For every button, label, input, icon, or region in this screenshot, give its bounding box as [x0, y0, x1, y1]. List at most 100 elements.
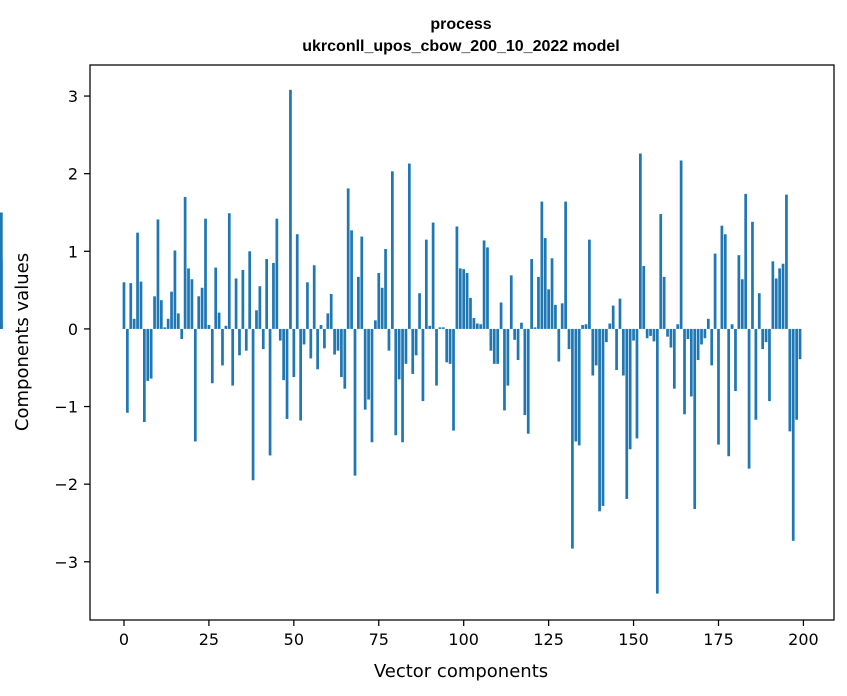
- bar-92: [435, 328, 438, 386]
- bar-122: [537, 276, 540, 329]
- bar-12: [163, 327, 167, 329]
- x-tick-label-150: 150: [618, 630, 649, 649]
- bar-118: [523, 328, 527, 416]
- bar-17: [180, 328, 184, 340]
- bar-194: [781, 263, 785, 329]
- bar-25: [207, 325, 211, 329]
- bar-72: [367, 328, 370, 400]
- bar-134: [577, 328, 581, 446]
- bars-group: [0, 89, 802, 594]
- bar-undefined: [0, 212, 3, 329]
- bar-191: [771, 261, 775, 329]
- y-tick-label--2: −2: [54, 475, 78, 494]
- bar-73: [370, 328, 374, 443]
- bar-140: [598, 328, 601, 512]
- bar-38: [251, 328, 255, 481]
- bar-58: [319, 325, 323, 329]
- bar-80: [394, 328, 398, 436]
- bar-26: [210, 328, 214, 384]
- bar-187: [757, 293, 761, 329]
- bar-160: [666, 328, 669, 337]
- bar-170: [700, 328, 703, 345]
- bar-59: [323, 328, 326, 349]
- bar-101: [465, 273, 469, 329]
- bar-132: [571, 328, 574, 549]
- bar-188: [761, 328, 765, 350]
- bar-171: [703, 328, 707, 339]
- bar-41: [261, 328, 265, 350]
- y-tick-label-1: 1: [68, 242, 78, 261]
- bar-154: [645, 328, 649, 339]
- bar-44: [272, 262, 275, 329]
- bar-136: [584, 324, 588, 329]
- bar-5: [139, 281, 143, 329]
- bar-68: [353, 328, 357, 476]
- y-tick-label--3: −3: [54, 553, 78, 572]
- bar-183: [744, 193, 748, 329]
- bar-46: [278, 328, 282, 341]
- bar-1: [126, 328, 129, 413]
- bar-39: [255, 310, 258, 329]
- bar-45: [275, 218, 279, 329]
- bar-15: [173, 250, 177, 329]
- bar-169: [696, 328, 700, 360]
- bar-76: [380, 287, 384, 329]
- bar-197: [791, 328, 795, 541]
- bar-62: [333, 328, 336, 355]
- bar-155: [649, 328, 652, 336]
- bar-186: [754, 328, 758, 420]
- x-axis-ticks: 0 25 50 75 100 125 150 175 200: [119, 620, 819, 649]
- bar-61: [329, 293, 333, 329]
- bar-126: [550, 258, 554, 329]
- x-tick-label-25: 25: [199, 630, 219, 649]
- bar-6: [143, 328, 146, 423]
- bar-146: [618, 298, 622, 329]
- chart-title-line2: ukrconll_upos_cbow_200_10_2022 model: [302, 38, 619, 55]
- y-axis-label: Components values: [12, 253, 33, 431]
- bar-95: [445, 328, 449, 363]
- bar-178: [727, 328, 731, 457]
- bar-79: [391, 171, 394, 329]
- bar-181: [737, 255, 741, 329]
- bar-104: [475, 323, 479, 329]
- bar-99: [458, 268, 462, 329]
- bar-163: [676, 324, 680, 329]
- bar-106: [482, 240, 486, 329]
- bar-120: [530, 259, 533, 329]
- bar-147: [622, 328, 625, 376]
- bar-3: [132, 318, 136, 329]
- bar-162: [672, 328, 676, 389]
- bar-97: [452, 328, 455, 431]
- bar-36: [244, 328, 248, 351]
- bar-23: [200, 287, 204, 329]
- bar-124: [543, 238, 547, 329]
- bar-103: [472, 318, 476, 329]
- bar-127: [554, 304, 557, 329]
- bar-8: [149, 328, 153, 379]
- bar-166: [686, 328, 690, 340]
- bar-176: [720, 225, 724, 329]
- bar-125: [547, 289, 550, 329]
- bar-177: [723, 234, 727, 329]
- bar-108: [489, 328, 493, 351]
- bar-141: [601, 328, 605, 506]
- bar-167: [689, 328, 693, 397]
- bar-21: [193, 328, 197, 442]
- bar-156: [652, 328, 656, 342]
- bar-113: [506, 328, 510, 386]
- x-tick-label-125: 125: [533, 630, 564, 649]
- bar-57: [316, 328, 319, 370]
- x-tick-label-75: 75: [369, 630, 389, 649]
- bar-142: [605, 328, 608, 343]
- plot-frame: [89, 64, 835, 621]
- bar-115: [513, 328, 517, 340]
- bar-51: [295, 234, 299, 329]
- bar-34: [238, 328, 241, 356]
- bar-172: [706, 318, 710, 329]
- bar-174: [713, 253, 717, 329]
- bar-94: [441, 327, 445, 329]
- bar-54: [306, 282, 309, 329]
- bar-165: [683, 328, 686, 415]
- bar-189: [764, 328, 768, 343]
- bar-64: [340, 328, 343, 378]
